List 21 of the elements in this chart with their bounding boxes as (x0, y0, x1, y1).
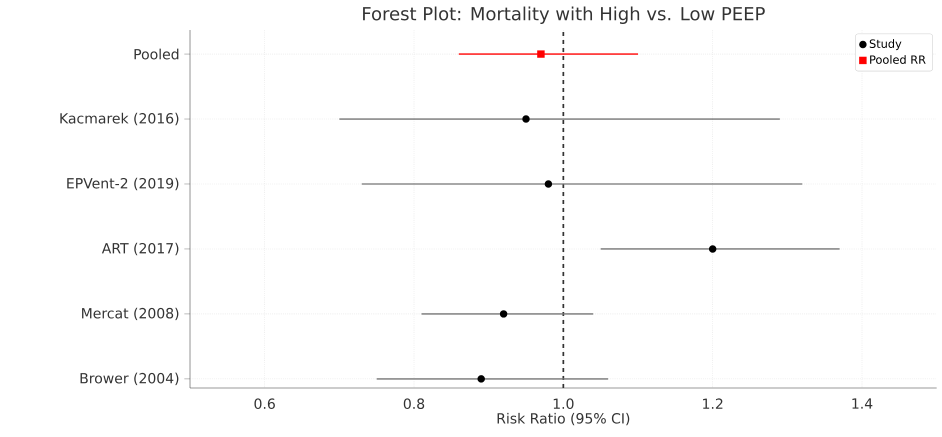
x-axis-title: Risk Ratio (95% CI) (498, 412, 630, 426)
x-tick-label: 1.2 (703, 398, 722, 409)
y-tick-label: Brower (2004) (80, 372, 178, 386)
y-tick-label: ART (2017) (102, 242, 178, 256)
x-tick-label: 1.4 (852, 398, 872, 409)
legend-label: Study (870, 39, 902, 50)
point (537, 50, 545, 58)
y-tick-label: Mercat (2008) (82, 308, 178, 320)
point (544, 180, 552, 188)
x-tick-label: 1.0 (554, 398, 574, 409)
y-tick-label: EPVent-2 (2019) (67, 178, 178, 190)
y-tick-label: Kacmarek (2016) (60, 112, 178, 126)
point (500, 310, 508, 318)
y-tick-label: Pooled (134, 48, 178, 60)
point (522, 115, 530, 123)
x-tick-label: 0.6 (254, 398, 275, 409)
legend-label: Pooled RR (870, 55, 926, 64)
point (708, 245, 716, 253)
x-tick-label: 0.8 (404, 398, 424, 409)
point (477, 375, 485, 383)
chart-title: Forest Plot: Mortality with High vs. Low PEEP (363, 6, 765, 24)
